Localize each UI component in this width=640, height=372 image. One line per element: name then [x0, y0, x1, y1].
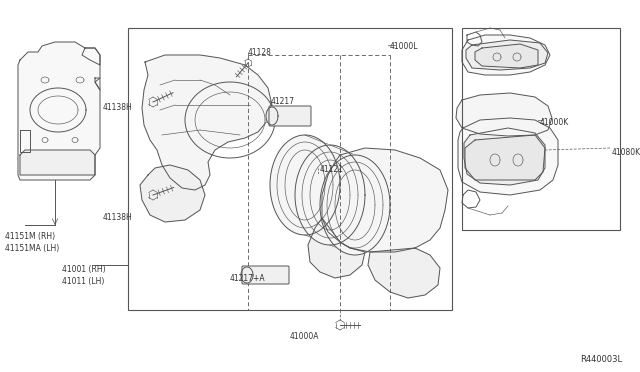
Polygon shape — [18, 42, 100, 180]
Polygon shape — [320, 155, 390, 255]
Polygon shape — [464, 128, 545, 185]
Text: 41001 (RH): 41001 (RH) — [62, 265, 106, 274]
Text: 41151MA (LH): 41151MA (LH) — [5, 244, 60, 253]
Text: 41217: 41217 — [271, 97, 295, 106]
Polygon shape — [475, 44, 538, 68]
Text: 41080K: 41080K — [612, 148, 640, 157]
Polygon shape — [20, 150, 95, 175]
Text: 41000L: 41000L — [390, 42, 419, 51]
Text: 41151M (RH): 41151M (RH) — [5, 232, 55, 241]
Polygon shape — [266, 107, 278, 125]
Polygon shape — [458, 118, 558, 195]
Text: 41011 (LH): 41011 (LH) — [62, 277, 104, 286]
FancyBboxPatch shape — [242, 266, 289, 284]
Polygon shape — [270, 135, 340, 235]
Text: 41138H: 41138H — [102, 213, 132, 222]
Text: 41138H: 41138H — [102, 103, 132, 112]
Polygon shape — [142, 55, 272, 190]
Polygon shape — [140, 165, 205, 222]
Polygon shape — [322, 148, 448, 252]
Text: 41128: 41128 — [248, 48, 272, 57]
Text: 41217+A: 41217+A — [230, 274, 266, 283]
Polygon shape — [241, 267, 253, 283]
FancyBboxPatch shape — [269, 106, 311, 126]
Polygon shape — [295, 145, 365, 245]
Text: R440003L: R440003L — [580, 355, 622, 364]
Text: 41000K: 41000K — [540, 118, 569, 127]
Text: 41000A: 41000A — [290, 332, 319, 341]
Bar — [128, 28, 452, 310]
Polygon shape — [368, 248, 440, 298]
Polygon shape — [465, 135, 545, 180]
Polygon shape — [466, 40, 548, 70]
Text: 41121: 41121 — [320, 165, 344, 174]
Bar — [462, 28, 620, 230]
Polygon shape — [308, 218, 365, 278]
Polygon shape — [456, 93, 552, 136]
Polygon shape — [462, 35, 550, 75]
